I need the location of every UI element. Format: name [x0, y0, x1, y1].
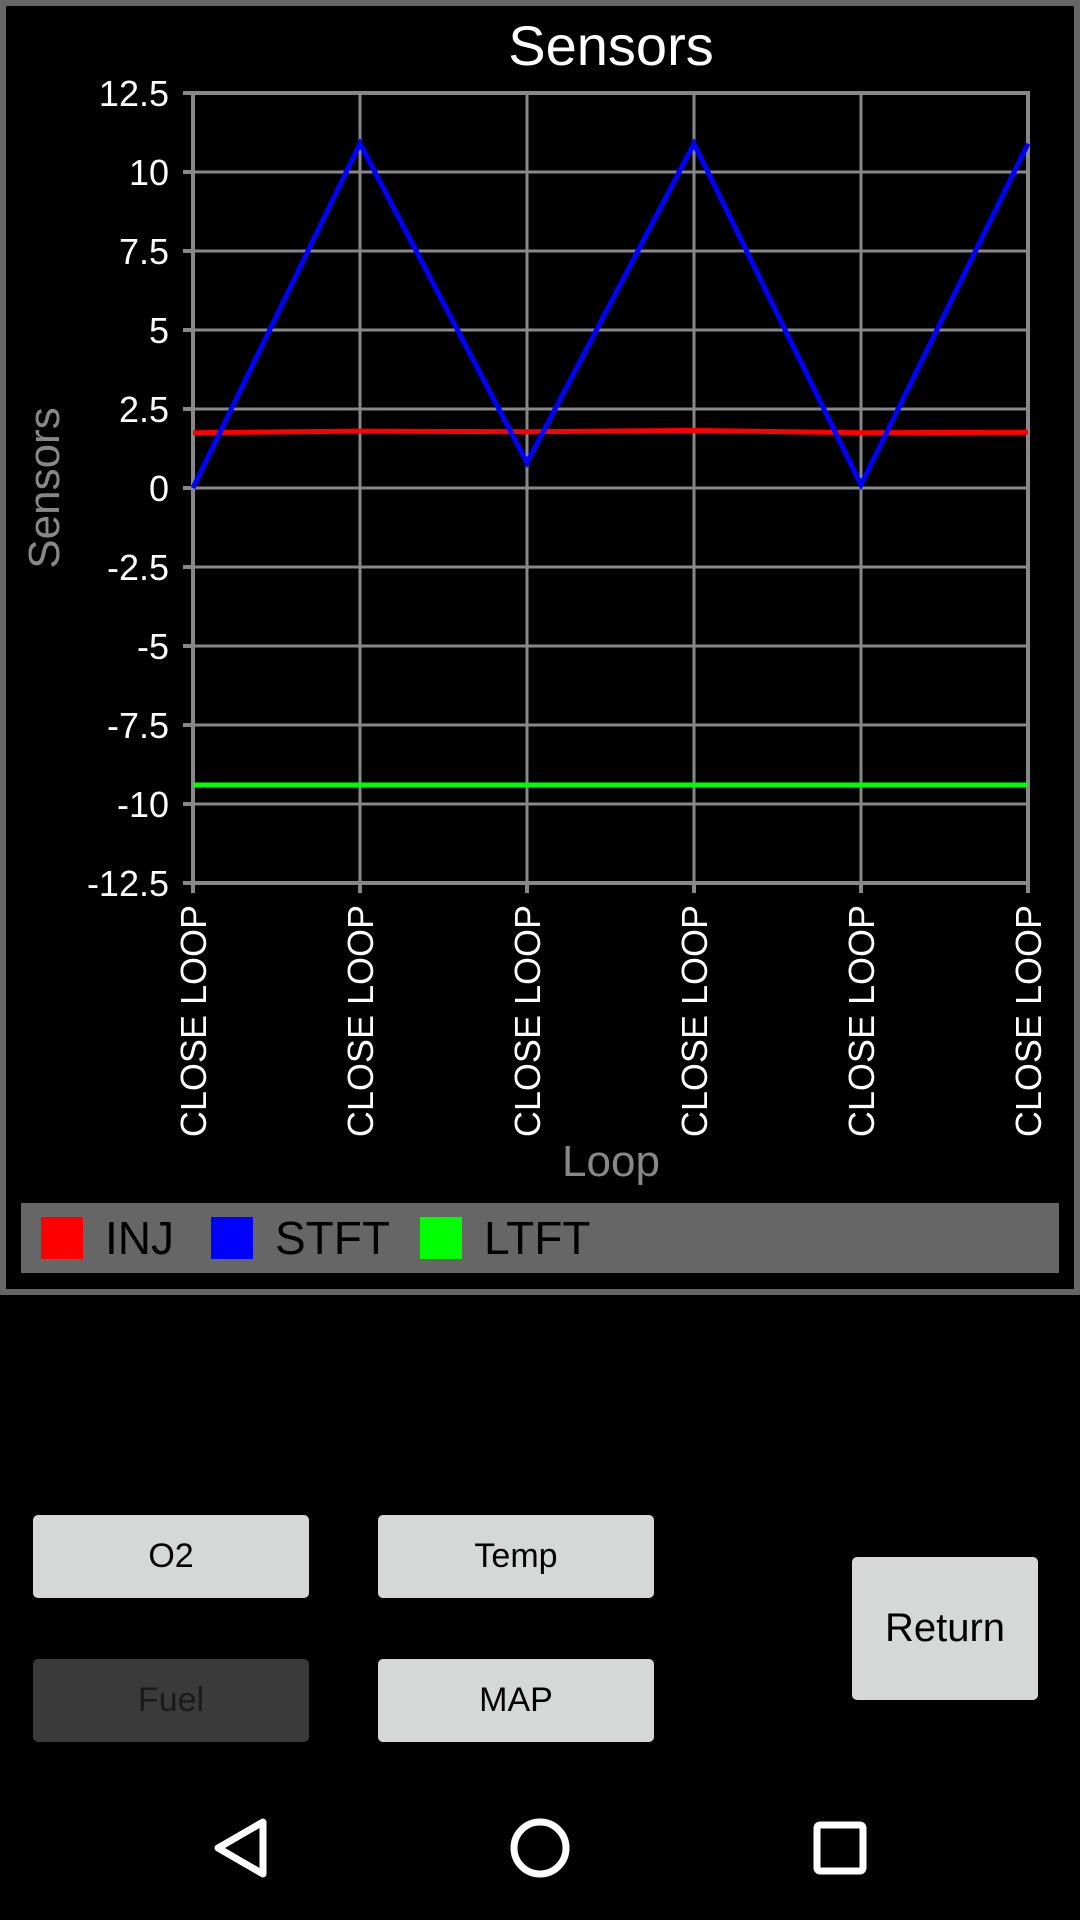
- home-icon[interactable]: [510, 1818, 570, 1878]
- series-line-inj: [192, 427, 1029, 436]
- legend-swatch-ltft: [420, 1217, 462, 1259]
- series-line-stft: [190, 138, 1031, 491]
- legend-label-stft: STFT: [275, 1212, 390, 1264]
- y-axis-label: Sensors: [20, 407, 69, 568]
- y-tick-label: 0: [149, 468, 169, 509]
- y-tick-label: -7.5: [107, 705, 169, 746]
- x-axis-label: Loop: [562, 1137, 660, 1186]
- y-tick-label: 7.5: [119, 231, 169, 272]
- legend-label-ltft: LTFT: [484, 1212, 591, 1264]
- legend: INJ STFT LTFT: [21, 1203, 1059, 1273]
- temp-button[interactable]: Temp: [378, 1515, 654, 1598]
- y-tick-label: 2.5: [119, 389, 169, 430]
- y-tick-label: -2.5: [107, 547, 169, 588]
- x-tick-label: CLOSE LOOP: [1008, 905, 1049, 1137]
- legend-item-ltft: LTFT: [420, 1203, 590, 1273]
- y-tick-label: -12.5: [87, 863, 169, 904]
- return-button[interactable]: Return: [852, 1557, 1038, 1700]
- fuel-button[interactable]: Fuel: [33, 1659, 309, 1742]
- legend-label-inj: INJ: [105, 1212, 174, 1264]
- x-tick-label: CLOSE LOOP: [340, 905, 381, 1137]
- y-tick-label: 10: [129, 152, 169, 193]
- y-tick-label: -5: [137, 626, 169, 667]
- navigation-bar: [0, 1790, 1080, 1920]
- legend-swatch-stft: [211, 1217, 253, 1259]
- series-layer: [190, 138, 1031, 788]
- y-tick-label: -10: [117, 784, 169, 825]
- chart-title: Sensors: [508, 14, 713, 77]
- recents-icon[interactable]: [813, 1821, 867, 1875]
- y-tick-label: 5: [149, 310, 169, 351]
- o2-button[interactable]: O2: [33, 1515, 309, 1598]
- x-tick-label: CLOSE LOOP: [674, 905, 715, 1137]
- y-tick-label: 12.5: [99, 73, 169, 114]
- x-tick-label: CLOSE LOOP: [507, 905, 548, 1137]
- legend-swatch-inj: [41, 1217, 83, 1259]
- back-icon[interactable]: [214, 1818, 267, 1878]
- map-button[interactable]: MAP: [378, 1659, 654, 1742]
- x-tick-label: CLOSE LOOP: [173, 905, 214, 1137]
- grid-layer: [183, 91, 1030, 893]
- legend-item-stft: STFT: [211, 1203, 390, 1273]
- x-tick-label: CLOSE LOOP: [841, 905, 882, 1137]
- legend-item-inj: INJ: [41, 1203, 174, 1273]
